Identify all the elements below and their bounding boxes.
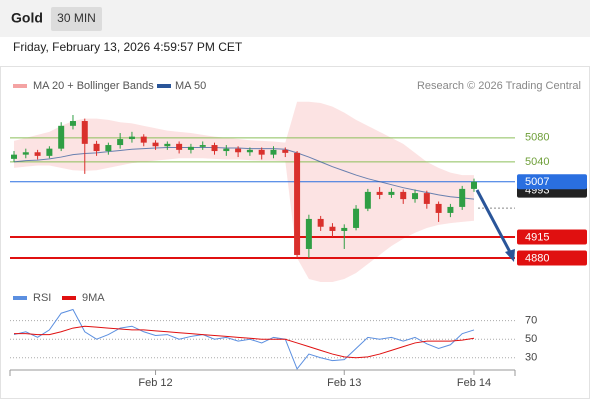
candle-body — [164, 143, 171, 147]
legend-label: MA 20 + Bollinger Bands — [33, 80, 154, 92]
candle-body — [412, 193, 419, 200]
price-label: 5007 — [525, 176, 549, 188]
ma-line — [13, 146, 475, 200]
candle-body — [246, 149, 253, 153]
legend-label: MA 50 — [175, 80, 206, 92]
legend-swatch — [13, 84, 27, 88]
candle-body — [435, 203, 442, 213]
candle-body — [11, 154, 17, 159]
forecast-arrowhead — [505, 249, 515, 262]
price-label-box — [517, 174, 587, 190]
candle-body — [305, 218, 312, 249]
legend-swatch — [62, 296, 76, 300]
legend-label: RSI — [33, 292, 51, 304]
candle-body — [81, 121, 88, 144]
candle-body — [447, 206, 454, 213]
candle-body — [22, 152, 29, 155]
legend-swatch — [13, 296, 27, 300]
price-label-box — [517, 250, 587, 266]
candle-body — [471, 181, 477, 189]
candle-body — [93, 143, 100, 152]
candle-body — [211, 145, 218, 152]
candle-body — [140, 136, 147, 143]
candle-body — [376, 191, 383, 195]
candle-body — [199, 145, 206, 147]
credit: Research © 2026 Trading Central — [417, 80, 581, 92]
price-label: 4880 — [525, 252, 549, 264]
candle-body — [235, 148, 242, 153]
y-tick-label: 50 — [525, 333, 537, 345]
timestamp: Friday, February 13, 2026 4:59:57 PM CET — [13, 40, 243, 54]
forecast-arrow — [475, 189, 513, 255]
candle-body — [187, 146, 194, 150]
candle-body — [58, 125, 65, 149]
candle-body — [152, 142, 159, 147]
candle-body — [105, 145, 112, 152]
interval-box[interactable] — [51, 7, 102, 31]
price-label: 5040 — [525, 156, 549, 168]
candle-body — [459, 188, 466, 207]
candle-body — [46, 148, 53, 156]
x-tick-label: Feb 12 — [138, 377, 172, 389]
instrument-title: Gold — [11, 10, 43, 26]
candle-body — [329, 226, 336, 231]
candle-body — [353, 208, 360, 228]
candle-body — [282, 149, 289, 153]
y-tick-label: 70 — [525, 315, 537, 327]
legend-label: 9MA — [82, 292, 105, 304]
x-tick-label: Feb 13 — [327, 377, 361, 389]
candle-body — [341, 227, 348, 231]
candle-body — [223, 148, 230, 152]
candle-body — [69, 121, 76, 126]
candle-body — [117, 139, 124, 146]
candle-body — [128, 136, 135, 140]
y-tick-label: 30 — [525, 352, 537, 364]
legend-swatch — [157, 84, 171, 88]
candle-body — [364, 191, 371, 209]
price-label-box — [517, 229, 587, 245]
candle-body — [294, 152, 301, 255]
candle-body — [317, 218, 324, 227]
candle-body — [400, 191, 407, 200]
candle-body — [423, 193, 430, 204]
candle-body — [34, 152, 41, 156]
x-tick-label: Feb 14 — [457, 377, 491, 389]
interval[interactable]: 30 MIN — [57, 11, 96, 25]
candle-body — [388, 191, 395, 195]
candle-body — [270, 149, 277, 155]
candle-body — [258, 149, 265, 155]
candle-body — [176, 143, 183, 150]
rsi-line — [14, 325, 475, 359]
price-label: 5080 — [525, 132, 549, 144]
price-label: 4915 — [525, 231, 549, 243]
rsi-line — [13, 308, 475, 370]
